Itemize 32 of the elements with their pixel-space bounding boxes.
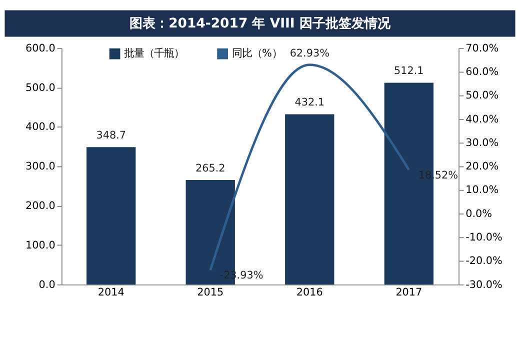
chart-title: 图表：2014-2017 年 VIII 因子批签发情况 bbox=[130, 16, 392, 32]
y-tick-label: 600.0 bbox=[26, 42, 56, 54]
legend-label: 同比（%） bbox=[232, 48, 282, 60]
data-label: 265.2 bbox=[195, 162, 226, 174]
legend-label: 批量（千瓶） bbox=[124, 48, 184, 60]
y2-tick-label: 10.0% bbox=[466, 184, 499, 196]
bar bbox=[285, 114, 334, 284]
bar bbox=[86, 147, 136, 284]
y2-tick-label: -30.0% bbox=[466, 278, 503, 291]
y2-tick-label: 30.0% bbox=[466, 136, 499, 149]
x-tick-label: 2015 bbox=[197, 286, 224, 298]
y-tick-label: 0.0 bbox=[38, 278, 56, 291]
data-label: 348.7 bbox=[96, 130, 126, 142]
data-label: 512.1 bbox=[394, 65, 424, 78]
y2-tick-label: -10.0% bbox=[466, 231, 503, 244]
x-tick-label: 2014 bbox=[98, 286, 125, 298]
y-tick-label: 300.0 bbox=[26, 160, 56, 173]
x-tick-label: 2017 bbox=[396, 286, 422, 298]
y2-tick-label: 70.0% bbox=[466, 42, 499, 54]
y-tick-label: 100.0 bbox=[26, 239, 56, 252]
x-tick-label: 2016 bbox=[296, 286, 323, 298]
data-label: 62.93% bbox=[290, 47, 330, 60]
y2-tick-label: 0.0% bbox=[466, 208, 492, 220]
y2-tick-label: -20.0% bbox=[466, 255, 503, 268]
y-tick-label: 500.0 bbox=[26, 82, 56, 94]
y-tick-label: 200.0 bbox=[26, 200, 56, 212]
y2-tick-label: 20.0% bbox=[466, 160, 499, 173]
y-tick-label: 400.0 bbox=[26, 121, 56, 134]
y2-tick-label: 40.0% bbox=[466, 113, 499, 126]
data-label: 432.1 bbox=[294, 96, 325, 109]
y2-tick-label: 50.0% bbox=[466, 90, 499, 102]
y2-tick-label: 60.0% bbox=[466, 66, 499, 78]
